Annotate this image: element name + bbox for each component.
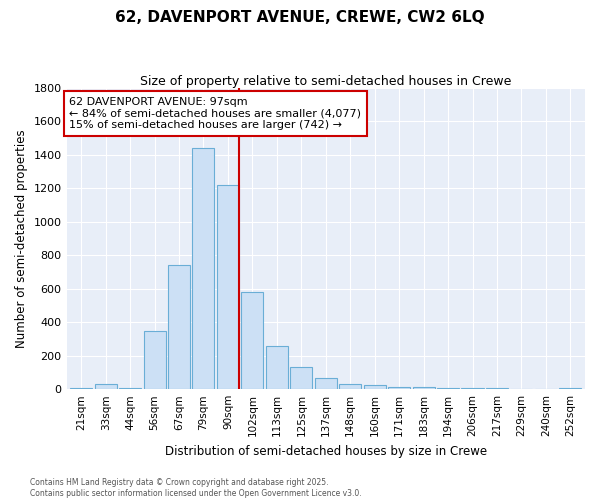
Bar [486,388,508,389]
Bar [364,385,386,389]
X-axis label: Distribution of semi-detached houses by size in Crewe: Distribution of semi-detached houses by … [165,444,487,458]
Text: 62 DAVENPORT AVENUE: 97sqm
← 84% of semi-detached houses are smaller (4,077)
15%: 62 DAVENPORT AVENUE: 97sqm ← 84% of semi… [69,97,361,130]
Bar [266,346,288,389]
Bar [290,368,313,389]
Bar [461,388,484,389]
Bar [168,266,190,389]
Bar [217,185,239,389]
Bar [511,388,532,389]
Bar [95,384,116,389]
Bar [388,386,410,389]
Bar [315,378,337,389]
Bar [437,388,459,389]
Bar [70,388,92,389]
Bar [143,332,166,389]
Bar [241,292,263,389]
Y-axis label: Number of semi-detached properties: Number of semi-detached properties [15,130,28,348]
Bar [413,386,434,389]
Bar [193,148,214,389]
Bar [559,388,581,389]
Bar [339,384,361,389]
Bar [119,388,141,389]
Bar [535,388,557,389]
Text: Contains HM Land Registry data © Crown copyright and database right 2025.
Contai: Contains HM Land Registry data © Crown c… [30,478,362,498]
Title: Size of property relative to semi-detached houses in Crewe: Size of property relative to semi-detach… [140,75,511,88]
Text: 62, DAVENPORT AVENUE, CREWE, CW2 6LQ: 62, DAVENPORT AVENUE, CREWE, CW2 6LQ [115,10,485,25]
